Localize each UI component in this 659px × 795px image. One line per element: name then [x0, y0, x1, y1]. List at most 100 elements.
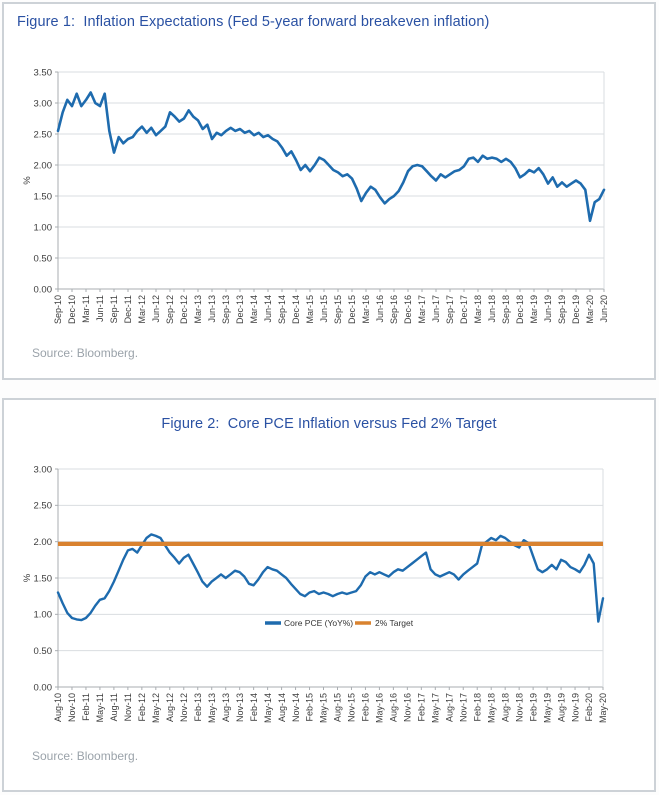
svg-text:Sep-10: Sep-10	[53, 295, 63, 324]
svg-text:Dec-10: Dec-10	[67, 295, 77, 324]
svg-text:Aug-17: Aug-17	[444, 693, 454, 722]
svg-text:0.00: 0.00	[34, 284, 53, 295]
svg-text:%: %	[22, 573, 33, 582]
svg-text:Mar-19: Mar-19	[529, 295, 539, 324]
svg-text:Feb-19: Feb-19	[528, 693, 538, 722]
svg-text:Dec-18: Dec-18	[515, 295, 525, 324]
figure2-line-chart: 0.00 0.50 1.00 1.50 2.00 2.50 3.00 Aug-10 Nov-10…	[22, 464, 608, 723]
svg-text:Jun-15: Jun-15	[319, 295, 329, 323]
svg-text:Feb-12: Feb-12	[137, 693, 147, 722]
svg-text:Aug-14: Aug-14	[277, 693, 287, 722]
svg-text:May-18: May-18	[486, 693, 496, 723]
svg-text:%: %	[22, 176, 33, 185]
svg-text:1.00: 1.00	[34, 222, 53, 233]
svg-text:May-17: May-17	[431, 693, 441, 723]
svg-text:Sep-17: Sep-17	[445, 295, 455, 324]
svg-text:Jun-18: Jun-18	[487, 295, 497, 323]
svg-text:Dec-19: Dec-19	[571, 295, 581, 324]
svg-text:Feb-13: Feb-13	[193, 693, 203, 722]
svg-text:Sep-14: Sep-14	[277, 295, 287, 324]
svg-text:2% Target: 2% Target	[375, 618, 414, 628]
svg-text:Jun-16: Jun-16	[375, 295, 385, 323]
svg-text:Feb-11: Feb-11	[81, 693, 91, 721]
svg-text:May-14: May-14	[263, 693, 273, 723]
svg-text:Mar-20: Mar-20	[585, 295, 595, 324]
svg-text:Nov-17: Nov-17	[458, 693, 468, 722]
svg-text:Aug-12: Aug-12	[165, 693, 175, 722]
svg-text:Feb-20: Feb-20	[584, 693, 594, 722]
figure2-source: Source: Bloomberg.	[32, 749, 139, 763]
svg-text:Nov-10: Nov-10	[67, 693, 77, 722]
svg-text:Jun-17: Jun-17	[431, 295, 441, 323]
svg-text:1.50: 1.50	[34, 191, 53, 202]
figure2-box: Figure 2: Core PCE Inflation versus Fed …	[2, 398, 656, 792]
svg-text:0.50: 0.50	[34, 253, 53, 264]
svg-text:Aug-15: Aug-15	[333, 693, 343, 722]
svg-text:Dec-12: Dec-12	[179, 295, 189, 324]
svg-text:Sep-13: Sep-13	[221, 295, 231, 324]
svg-text:Mar-17: Mar-17	[417, 295, 427, 324]
svg-text:Aug-16: Aug-16	[389, 693, 399, 722]
svg-text:Dec-17: Dec-17	[459, 295, 469, 324]
svg-text:Jun-19: Jun-19	[543, 295, 553, 323]
svg-text:Dec-16: Dec-16	[403, 295, 413, 324]
svg-text:Sep-19: Sep-19	[557, 295, 567, 324]
svg-text:Feb-17: Feb-17	[417, 693, 427, 722]
svg-text:2.00: 2.00	[34, 160, 53, 171]
svg-text:Dec-13: Dec-13	[235, 295, 245, 324]
svg-text:Nov-15: Nov-15	[347, 693, 357, 722]
svg-text:Aug-19: Aug-19	[556, 693, 566, 722]
svg-text:May-11: May-11	[95, 693, 105, 722]
svg-text:Mar-12: Mar-12	[137, 295, 147, 324]
svg-text:Nov-13: Nov-13	[235, 693, 245, 722]
svg-text:Jun-20: Jun-20	[599, 295, 609, 323]
svg-text:Aug-11: Aug-11	[109, 693, 119, 721]
svg-text:May-19: May-19	[542, 693, 552, 723]
svg-text:May-15: May-15	[319, 693, 329, 723]
svg-text:Mar-16: Mar-16	[361, 295, 371, 324]
svg-text:Feb-18: Feb-18	[472, 693, 482, 722]
svg-text:Nov-16: Nov-16	[403, 693, 413, 722]
svg-text:Aug-18: Aug-18	[500, 693, 510, 722]
figure1-title: Figure 1: Inflation Expectations (Fed 5-…	[17, 14, 490, 30]
svg-text:May-20: May-20	[598, 693, 608, 723]
svg-text:Mar-15: Mar-15	[305, 295, 315, 324]
svg-text:Jun-12: Jun-12	[151, 295, 161, 323]
svg-text:May-12: May-12	[151, 693, 161, 723]
svg-text:Dec-15: Dec-15	[347, 295, 357, 324]
svg-text:Sep-12: Sep-12	[165, 295, 175, 324]
svg-text:Dec-14: Dec-14	[291, 295, 301, 324]
svg-text:Core PCE (YoY%): Core PCE (YoY%)	[284, 618, 353, 628]
svg-text:Jun-13: Jun-13	[207, 295, 217, 323]
svg-text:Aug-10: Aug-10	[53, 693, 63, 722]
svg-text:0.50: 0.50	[34, 646, 53, 657]
svg-text:Sep-18: Sep-18	[501, 295, 511, 324]
svg-text:Mar-11: Mar-11	[81, 295, 91, 323]
svg-text:Feb-16: Feb-16	[361, 693, 371, 722]
svg-text:Sep-11: Sep-11	[109, 295, 119, 323]
svg-text:3.00: 3.00	[34, 98, 53, 109]
svg-text:May-13: May-13	[207, 693, 217, 723]
svg-text:Mar-13: Mar-13	[193, 295, 203, 324]
svg-text:Nov-12: Nov-12	[179, 693, 189, 722]
svg-text:May-16: May-16	[375, 693, 385, 723]
svg-text:Nov-11: Nov-11	[123, 693, 133, 721]
svg-text:Mar-18: Mar-18	[473, 295, 483, 324]
svg-text:2.00: 2.00	[34, 537, 53, 548]
svg-text:0.00: 0.00	[34, 682, 53, 693]
svg-text:Feb-14: Feb-14	[249, 693, 259, 722]
svg-text:Sep-16: Sep-16	[389, 295, 399, 324]
figure2-title: Figure 2: Core PCE Inflation versus Fed …	[161, 416, 497, 432]
svg-text:3.00: 3.00	[34, 464, 53, 475]
svg-text:Nov-14: Nov-14	[291, 693, 301, 722]
figure1-line-chart: 0.00 0.50 1.00 1.50 2.00 2.50 3.00 3.50 Sep-10 De…	[22, 67, 609, 324]
svg-text:Mar-14: Mar-14	[249, 295, 259, 324]
svg-text:2.50: 2.50	[34, 501, 53, 512]
svg-text:Sep-15: Sep-15	[333, 295, 343, 324]
svg-text:Nov-18: Nov-18	[514, 693, 524, 722]
svg-text:Dec-11: Dec-11	[123, 295, 133, 323]
svg-text:1.50: 1.50	[34, 573, 53, 584]
svg-text:3.50: 3.50	[34, 67, 53, 78]
svg-text:Feb-15: Feb-15	[305, 693, 315, 722]
svg-text:1.00: 1.00	[34, 610, 53, 621]
